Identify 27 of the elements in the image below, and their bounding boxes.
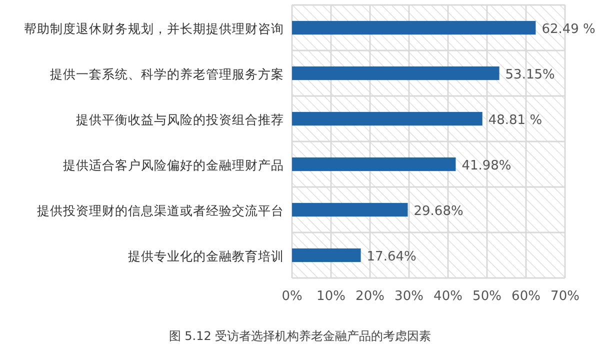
y-tick-label: 提供投资理财的信息渠道或者经验交流平台: [37, 202, 284, 218]
data-label: 53.15%: [505, 67, 555, 82]
y-tick-label: 提供一套系统、科学的养老管理服务方案: [50, 66, 284, 82]
data-label: 29.68%: [414, 204, 464, 219]
x-tick-label: 30%: [394, 289, 424, 304]
x-tick-label: 10%: [316, 289, 346, 304]
y-tick-label: 帮助制度退休财务规划，并长期提供理财咨询: [24, 20, 284, 36]
bar: [292, 248, 361, 262]
bar: [292, 66, 500, 80]
x-tick-label: 70%: [550, 289, 580, 304]
x-tick-label: 0%: [282, 289, 302, 304]
data-label: 41.98%: [462, 158, 512, 174]
data-label: 48.81 %: [488, 112, 542, 128]
x-tick-label: 20%: [356, 289, 384, 304]
bar: [292, 157, 456, 172]
y-tick-label: 提供适合客户风险偏好的金融理财产品: [63, 157, 284, 172]
bar: [292, 20, 536, 35]
bar: [292, 202, 408, 217]
caption: 图 5.12 受访者选择机构养老金融产品的考虑因素: [168, 329, 432, 343]
x-tick-label: 60%: [512, 289, 540, 304]
y-tick-label: 提供平衡收益与风险的投资组合推荐: [76, 112, 284, 127]
x-tick-label: 40%: [434, 289, 462, 304]
bar: [292, 112, 482, 126]
data-label: 17.64%: [366, 249, 416, 264]
data-label: 62.49 %: [542, 22, 596, 37]
x-tick-label: 50%: [472, 289, 502, 304]
y-tick-label: 提供专业化的金融教育培训: [128, 248, 284, 264]
